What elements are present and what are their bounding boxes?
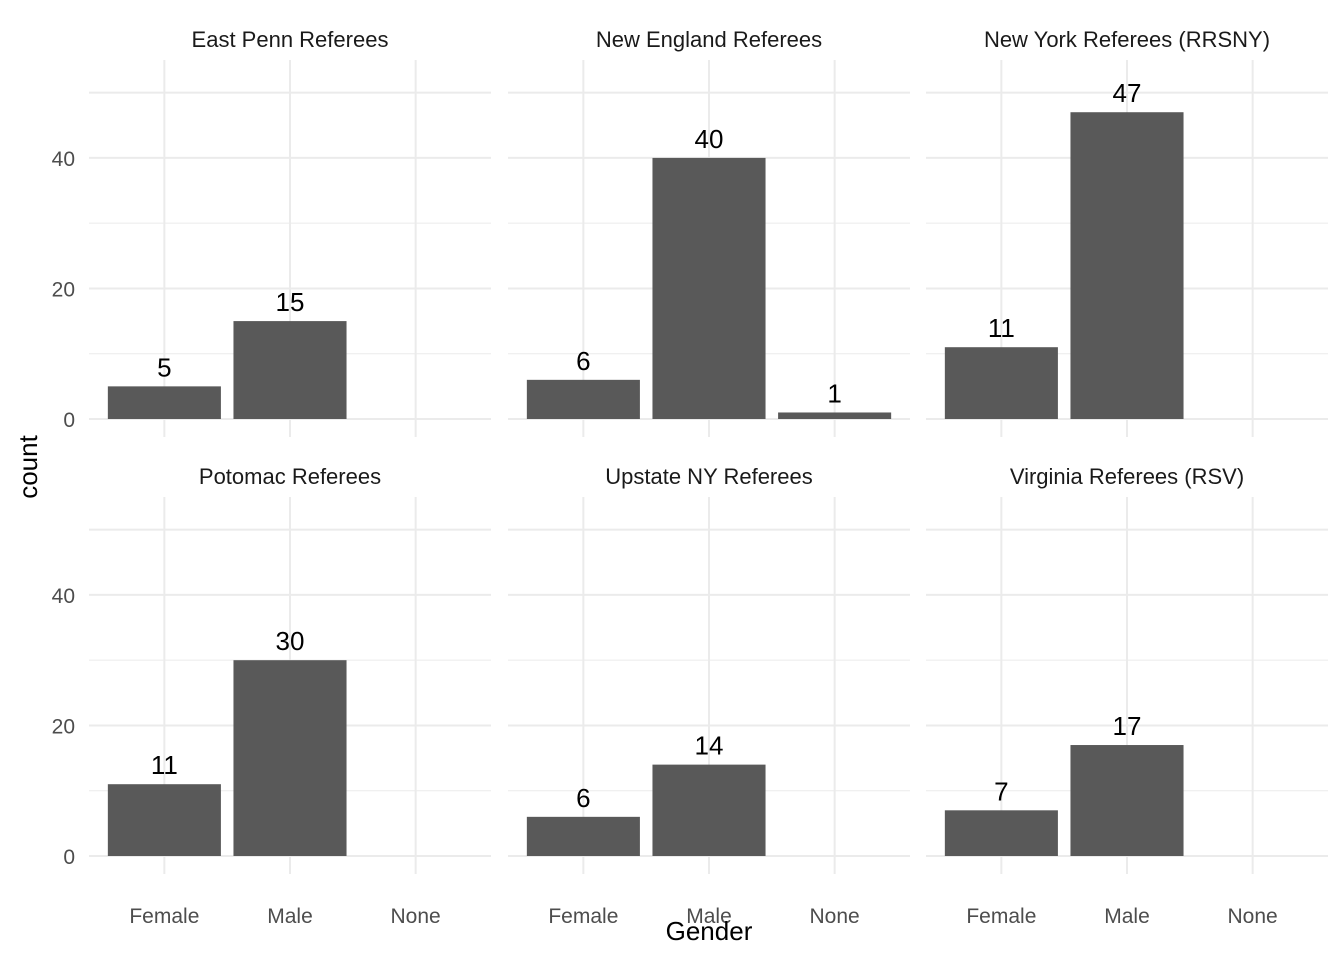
facet-panel: Upstate NY Referees 6 14 Female Male None xyxy=(508,464,910,928)
bar xyxy=(1070,745,1184,856)
facet-title: Potomac Referees xyxy=(199,464,381,489)
bar-value-label: 14 xyxy=(695,731,724,761)
y-tick-label: 20 xyxy=(52,278,75,301)
bar-value-label: 1 xyxy=(827,378,841,408)
facet-title: New England Referees xyxy=(596,27,822,52)
facet-panel: East Penn Referees 5 15 0 20 40 xyxy=(52,27,491,437)
bar xyxy=(107,784,221,856)
bar xyxy=(526,816,640,856)
x-tick-label: Female xyxy=(129,905,199,928)
x-tick-label: Female xyxy=(548,905,618,928)
x-tick-label: None xyxy=(391,905,441,928)
y-tick-label: 0 xyxy=(63,846,75,869)
y-axis-title: count xyxy=(13,434,43,498)
bar xyxy=(233,321,347,419)
bar-value-label: 6 xyxy=(576,783,590,813)
bar xyxy=(652,764,766,856)
x-tick-label: Female xyxy=(966,905,1036,928)
bar-value-label: 11 xyxy=(151,750,178,780)
bar-value-label: 6 xyxy=(576,346,590,376)
facet-panel: Virginia Referees (RSV) 7 17 Female Male None xyxy=(926,464,1328,928)
bar-value-label: 30 xyxy=(276,626,305,656)
bar xyxy=(778,412,892,419)
facet-title: Upstate NY Referees xyxy=(605,464,812,489)
bar-value-label: 40 xyxy=(695,124,724,154)
bar xyxy=(107,386,221,419)
x-tick-label: None xyxy=(1228,905,1278,928)
facet-title: East Penn Referees xyxy=(192,27,389,52)
facet-panel: New England Referees 6 40 1 xyxy=(508,27,910,437)
bar-value-label: 17 xyxy=(1113,711,1142,741)
bar xyxy=(1070,112,1184,419)
x-tick-label: Male xyxy=(1104,905,1150,928)
bar-value-label: 7 xyxy=(994,776,1008,806)
x-tick-label: None xyxy=(810,905,860,928)
bar-value-label: 47 xyxy=(1113,78,1142,108)
bar-value-label: 5 xyxy=(157,352,171,382)
facet-title: Virginia Referees (RSV) xyxy=(1010,464,1244,489)
bar xyxy=(652,157,766,419)
x-tick-label: Male xyxy=(267,905,313,928)
bar-value-label: 15 xyxy=(276,287,305,317)
y-tick-label: 40 xyxy=(52,585,75,608)
bar xyxy=(944,810,1058,856)
y-tick-label: 20 xyxy=(52,715,75,738)
x-axis-title: Gender xyxy=(666,916,753,946)
facet-title: New York Referees (RRSNY) xyxy=(984,27,1270,52)
x-tick-label: Male xyxy=(686,905,732,928)
bar xyxy=(526,379,640,419)
bar xyxy=(233,660,347,856)
y-tick-label: 40 xyxy=(52,148,75,171)
y-tick-label: 0 xyxy=(63,409,75,432)
bar xyxy=(944,347,1058,419)
facet-panel: Potomac Referees 11 30 0 20 40 Female Male None xyxy=(52,464,491,928)
facet-panel: New York Referees (RRSNY) 11 47 xyxy=(926,27,1328,437)
bar-value-label: 11 xyxy=(988,313,1015,343)
